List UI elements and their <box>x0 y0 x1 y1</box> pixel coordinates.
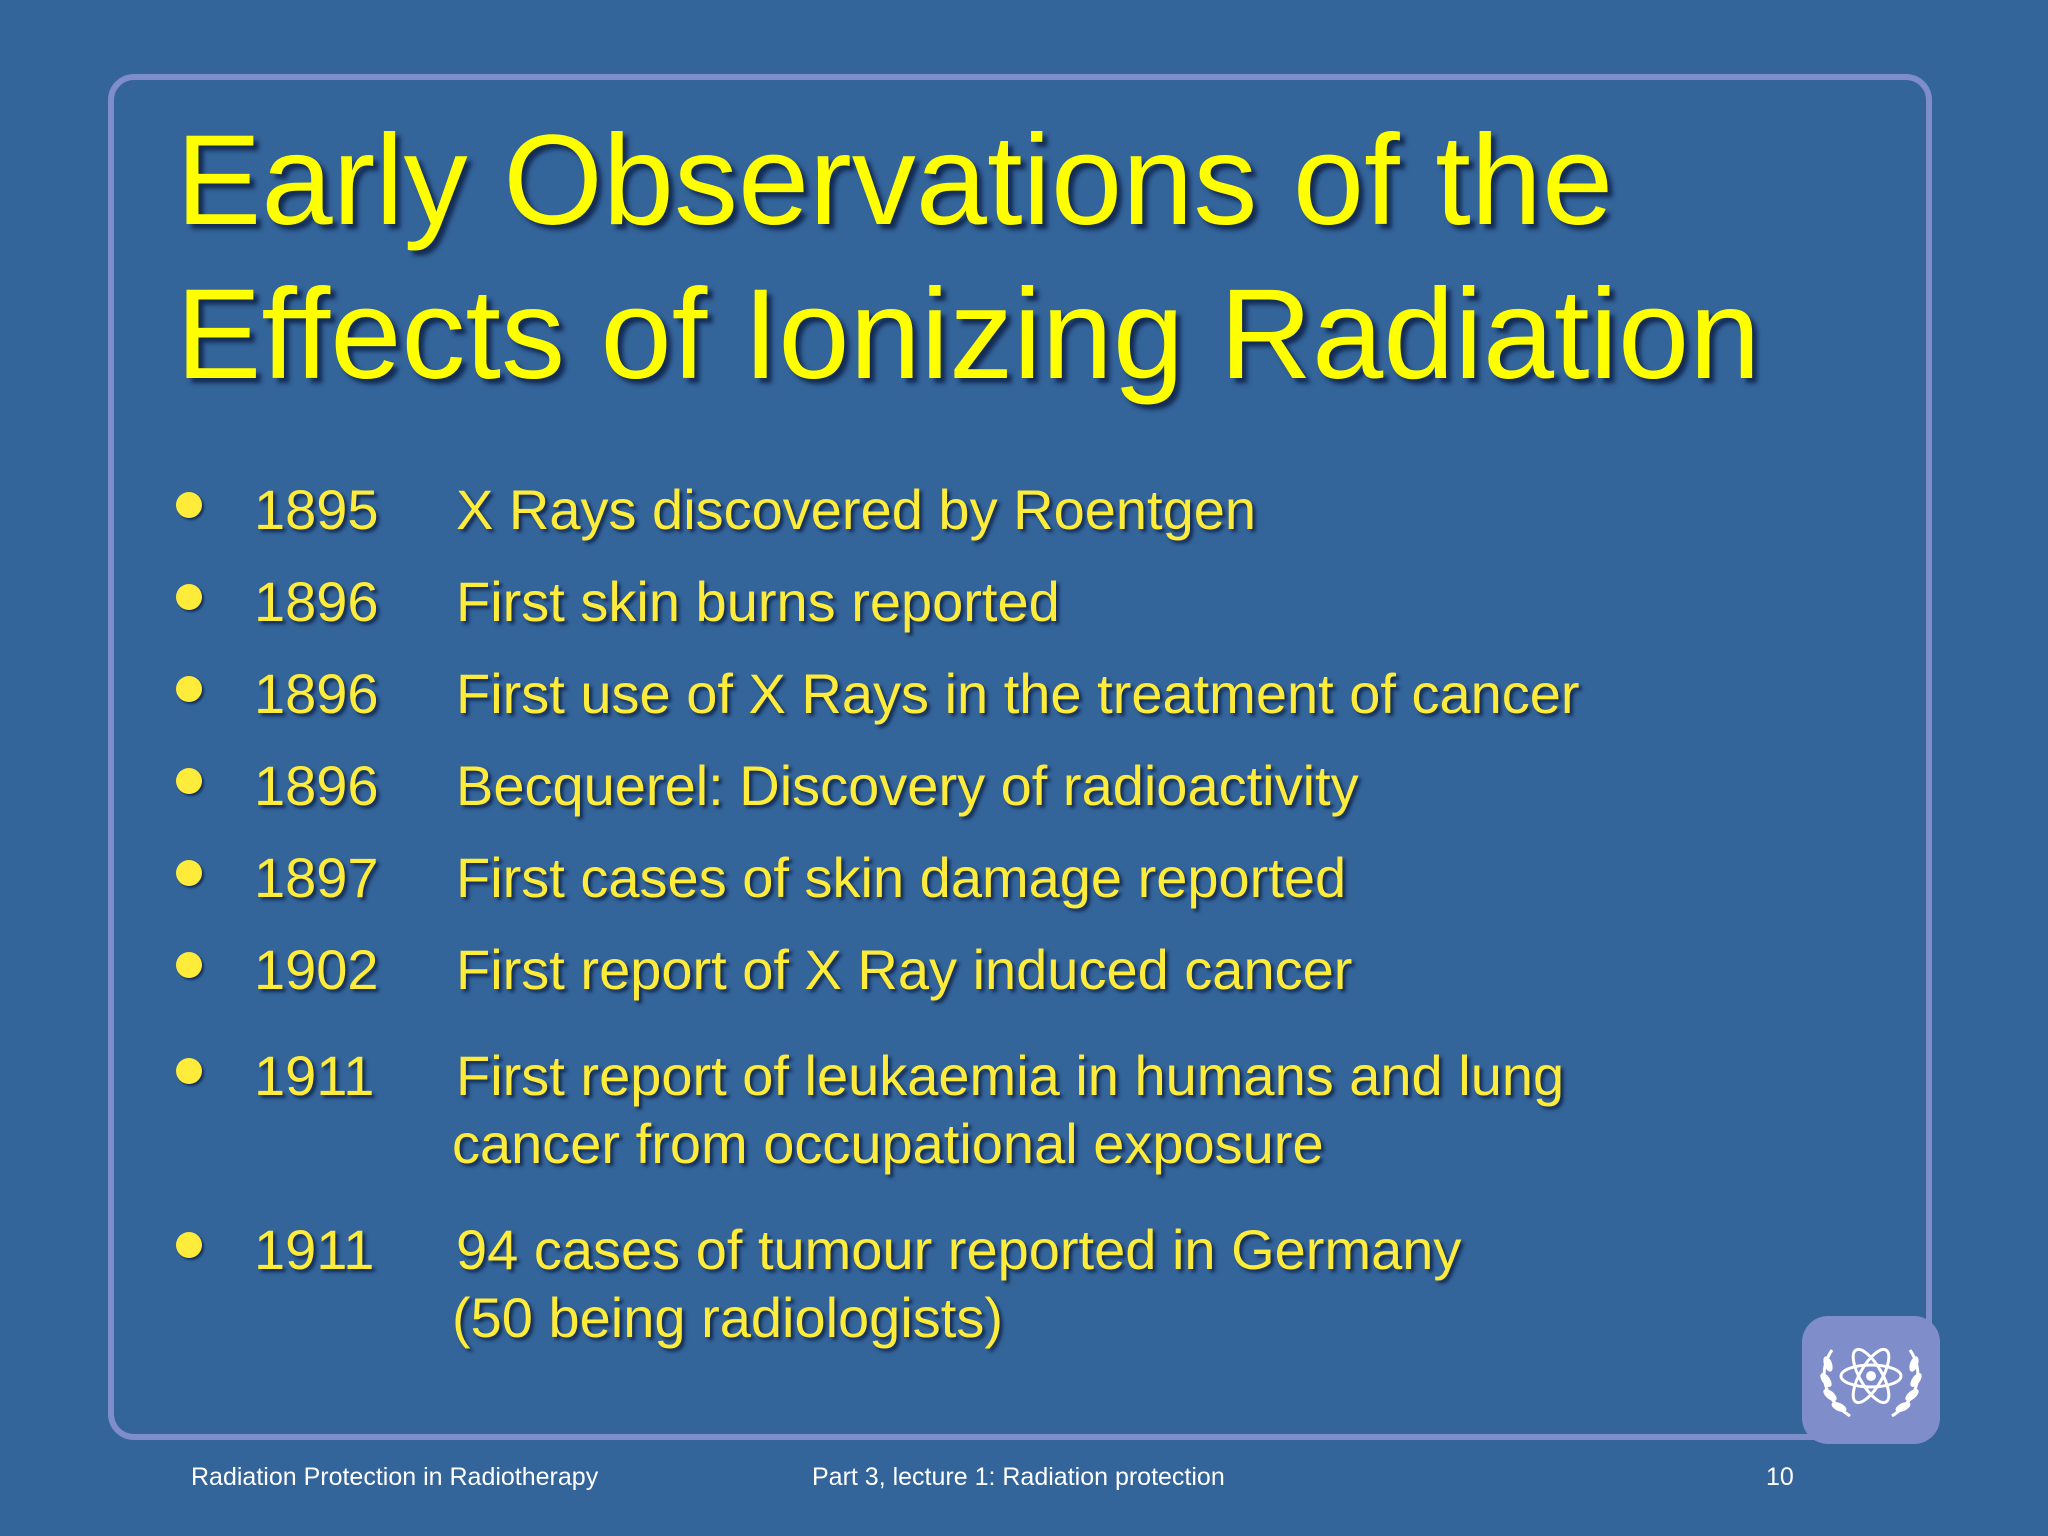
item-text: 94 cases of tumour reported in Germany (… <box>452 1216 1462 1352</box>
item-year: 1897 <box>254 846 379 909</box>
bullet-icon <box>176 1058 202 1084</box>
footer-lecture-title: Part 3, lecture 1: Radiation protection <box>812 1463 1225 1491</box>
bullet-icon <box>176 860 202 886</box>
footer-course-title: Radiation Protection in Radiotherapy <box>191 1463 599 1491</box>
bullet-icon <box>176 768 202 794</box>
bullet-icon <box>176 952 202 978</box>
item-year: 1911 <box>254 1044 375 1107</box>
item-text-line-2: (50 being radiologists) <box>452 1286 1003 1349</box>
item-year: 1896 <box>254 570 379 633</box>
item-year: 1902 <box>254 938 379 1001</box>
bullet-icon <box>176 676 202 702</box>
item-text: First report of X Ray induced cancer <box>456 938 1353 1001</box>
item-year: 1895 <box>254 478 379 541</box>
slide-frame <box>108 74 1932 1440</box>
item-year: 1896 <box>254 662 379 725</box>
bullet-icon <box>176 584 202 610</box>
title-line-2: Effects of Ionizing Radiation <box>176 263 1761 406</box>
item-year: 1896 <box>254 754 379 817</box>
item-text: X Rays discovered by Roentgen <box>456 478 1256 541</box>
item-text: First use of X Rays in the treatment of … <box>456 662 1580 725</box>
item-text: First cases of skin damage reported <box>456 846 1347 909</box>
footer-page-number: 10 <box>1766 1463 1794 1491</box>
item-text: First skin burns reported <box>456 570 1060 633</box>
item-text: First report of leukaemia in humans and … <box>452 1042 1565 1178</box>
atom-laurel-emblem-icon <box>1820 1347 1922 1418</box>
item-text-line-2: cancer from occupational exposure <box>452 1112 1324 1175</box>
item-text: Becquerel: Discovery of radioactivity <box>456 754 1359 817</box>
item-year: 1911 <box>254 1218 375 1281</box>
bullet-icon <box>176 1232 202 1258</box>
item-text-line-1: 94 cases of tumour reported in Germany <box>456 1218 1462 1281</box>
bullet-icon <box>176 492 202 518</box>
slide-title: Early Observations of the Effects of Ion… <box>176 104 1876 412</box>
item-text-line-1: First report of leukaemia in humans and … <box>456 1044 1565 1107</box>
organization-logo <box>1802 1316 1940 1444</box>
title-line-1: Early Observations of the <box>176 109 1614 252</box>
